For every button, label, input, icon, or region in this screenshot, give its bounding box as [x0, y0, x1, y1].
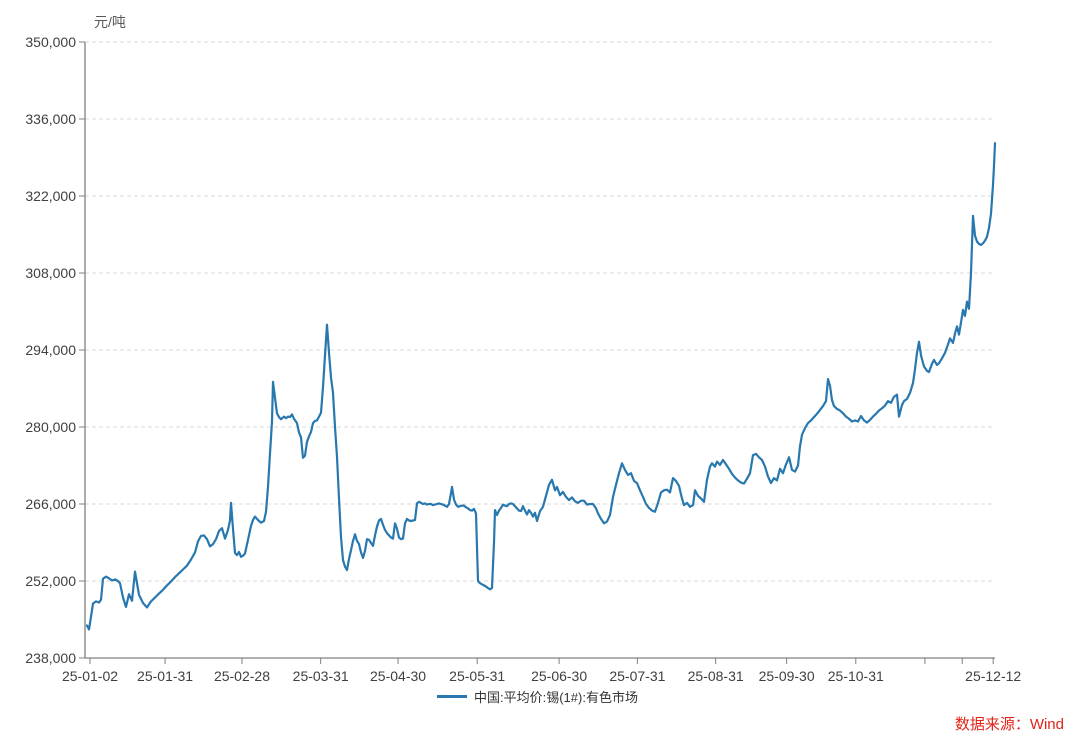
y-tick-label: 308,000	[25, 265, 76, 281]
price-series-line	[85, 142, 997, 631]
legend: 中国:平均价:锡(1#):有色市场	[437, 687, 638, 706]
x-tick-label: 25-07-31	[609, 668, 665, 684]
data-source-note: 数据来源：Wind	[954, 716, 1064, 733]
y-tick-label: 266,000	[25, 496, 76, 512]
legend-series-label: 中国:平均价:锡(1#):有色市场	[474, 690, 638, 705]
y-tick-label: 294,000	[25, 342, 76, 358]
x-tick-label: 25-04-30	[370, 668, 426, 684]
x-tick-label: 25-09-30	[759, 668, 815, 684]
legend-line-swatch	[437, 695, 467, 698]
x-tick-label: 25-01-31	[137, 668, 193, 684]
x-tick-label: 25-02-28	[214, 668, 270, 684]
y-axis-unit-label: 元/吨	[94, 14, 126, 30]
x-tick-label: 25-12-12	[965, 668, 1021, 684]
y-tick-label: 322,000	[25, 188, 76, 204]
y-tick-label: 336,000	[25, 111, 76, 127]
x-tick-label: 25-10-31	[828, 668, 884, 684]
y-tick-label: 238,000	[25, 650, 76, 666]
x-tick-label: 25-05-31	[449, 668, 505, 684]
x-tick-label: 25-06-30	[531, 668, 587, 684]
x-tick-label: 25-01-02	[62, 668, 118, 684]
x-tick-label: 25-08-31	[688, 668, 744, 684]
y-tick-label: 280,000	[25, 419, 76, 435]
y-tick-label: 350,000	[25, 34, 76, 50]
y-tick-label: 252,000	[25, 573, 76, 589]
x-tick-label: 25-03-31	[293, 668, 349, 684]
